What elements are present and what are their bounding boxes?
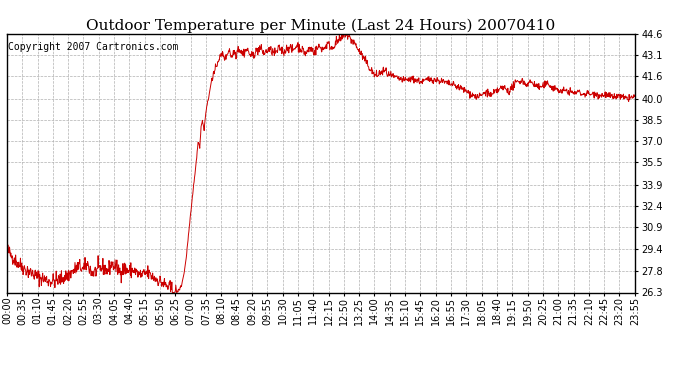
Text: Copyright 2007 Cartronics.com: Copyright 2007 Cartronics.com <box>8 42 179 51</box>
Title: Outdoor Temperature per Minute (Last 24 Hours) 20070410: Outdoor Temperature per Minute (Last 24 … <box>86 18 555 33</box>
